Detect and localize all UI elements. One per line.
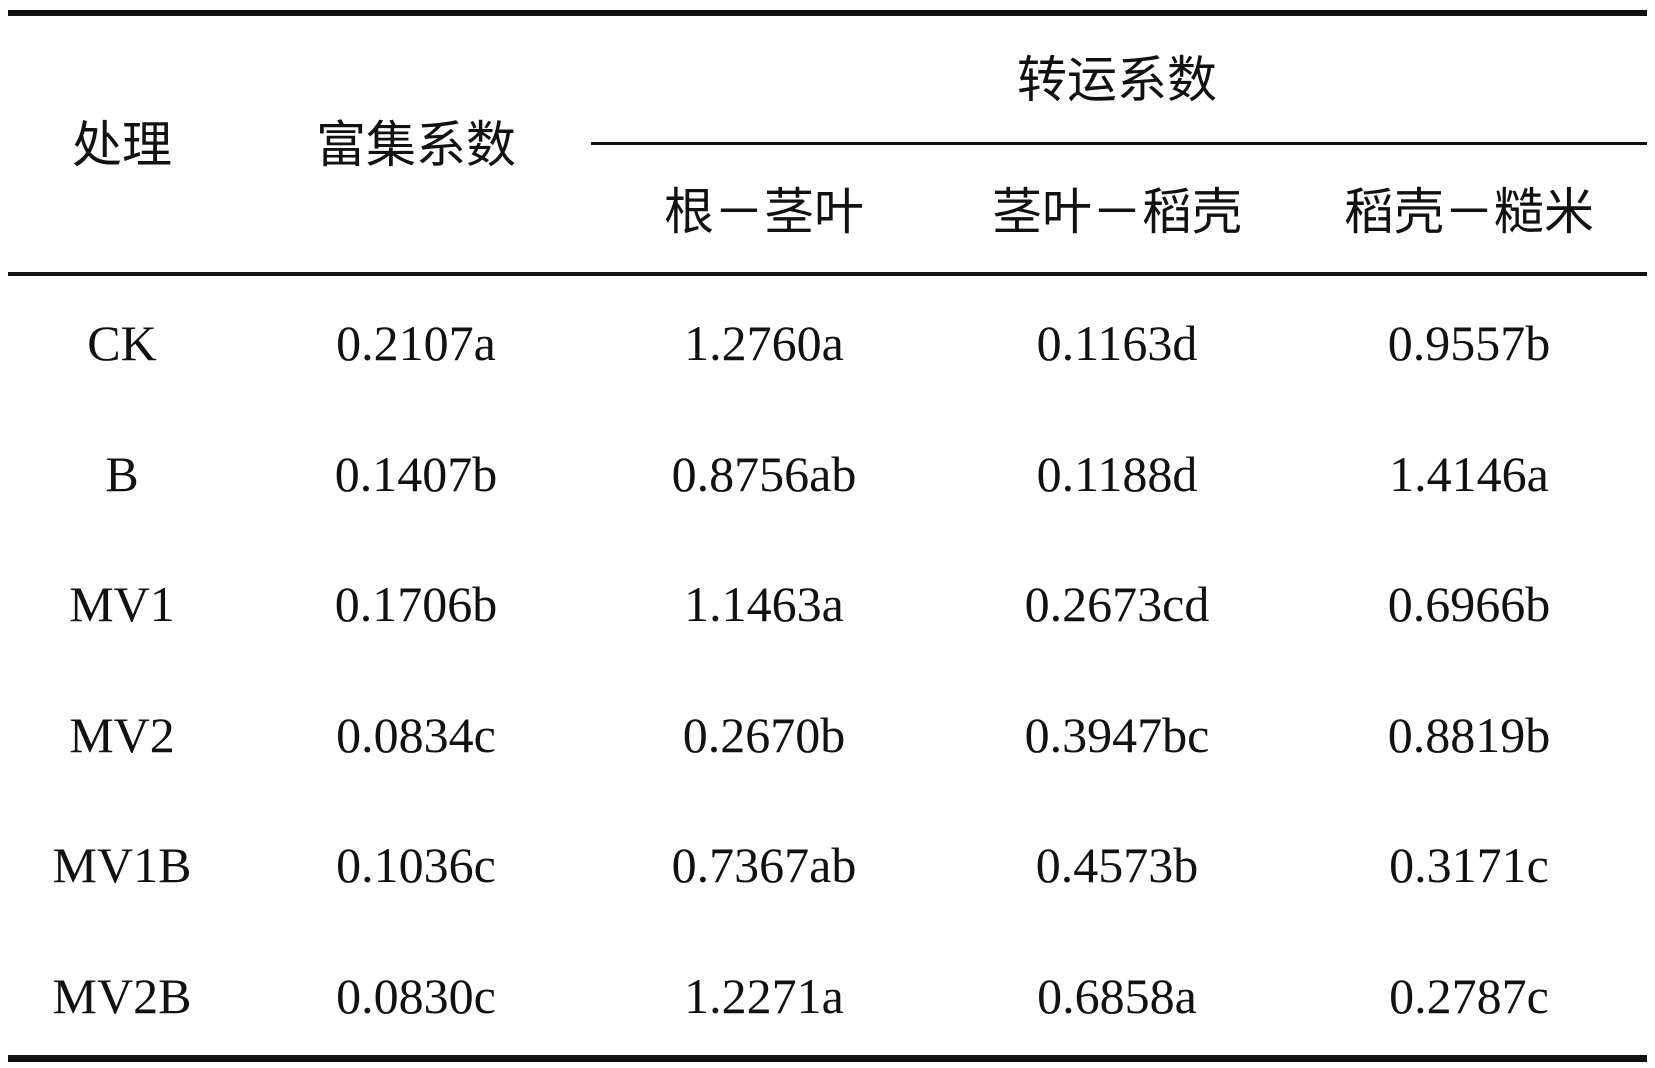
- cell: 0.3171c: [1389, 837, 1549, 893]
- cell: 0.3947bc: [1024, 706, 1210, 763]
- cell: 0.8756ab: [671, 445, 857, 502]
- cell: 0.1407b: [334, 445, 498, 502]
- subcolumn-header: 稻壳－糙米: [1344, 184, 1594, 240]
- row-label: MV2B: [52, 967, 192, 1024]
- cell: 0.7367ab: [671, 837, 857, 893]
- cell: 0.1188d: [1036, 445, 1198, 502]
- column-header: 处理: [72, 117, 172, 173]
- row-label: B: [105, 445, 139, 502]
- row-label: CK: [87, 315, 157, 371]
- header-rule: [8, 272, 1647, 276]
- cell: 0.2787c: [1389, 967, 1549, 1024]
- cell: 0.2670b: [682, 706, 846, 763]
- group-rule: [591, 142, 1647, 145]
- bottom-rule: [8, 1055, 1647, 1062]
- cell: 0.1163d: [1036, 315, 1198, 371]
- cell: 1.2760a: [684, 315, 844, 371]
- cell: 0.2673cd: [1024, 576, 1210, 632]
- subcolumn-header: 茎叶－稻壳: [992, 184, 1242, 240]
- cell: 0.2107a: [336, 315, 496, 371]
- cell: 0.6966b: [1387, 576, 1551, 632]
- cell: 1.2271a: [684, 967, 844, 1024]
- cell: 0.9557b: [1387, 315, 1551, 371]
- cell: 0.8819b: [1387, 706, 1551, 763]
- cell: 0.0830c: [336, 967, 496, 1024]
- cell: 1.4146a: [1389, 445, 1549, 502]
- cell: 0.1706b: [334, 576, 498, 632]
- group-header: 转运系数: [1017, 52, 1217, 108]
- subcolumn-header: 根－茎叶: [664, 184, 864, 240]
- row-label: MV2: [69, 706, 175, 763]
- row-label: MV1: [69, 576, 175, 632]
- top-rule: [8, 10, 1647, 16]
- cell: 0.4573b: [1035, 837, 1199, 893]
- cell: 0.1036c: [336, 837, 496, 893]
- column-header: 富集系数: [316, 117, 516, 173]
- cell: 0.6858a: [1037, 967, 1197, 1024]
- row-label: MV1B: [52, 837, 192, 893]
- cell: 0.0834c: [336, 706, 496, 763]
- cell: 1.1463a: [684, 576, 844, 632]
